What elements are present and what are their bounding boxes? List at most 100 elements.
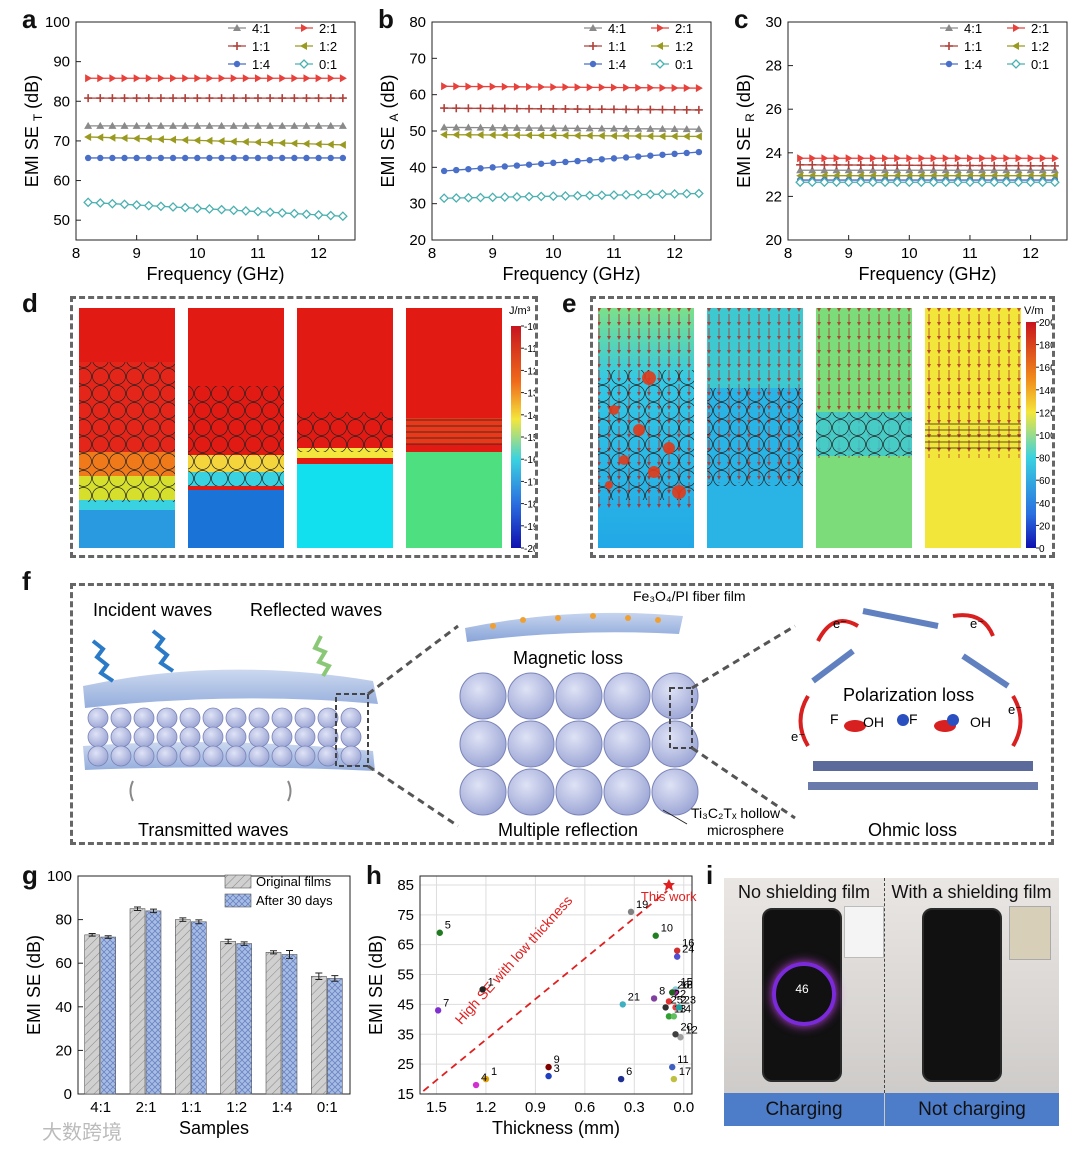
colorbar-e-tick-label: 20 [1039,521,1051,532]
marker-1:1 [217,94,226,103]
y-tick-label: 45 [397,996,414,1013]
marker-4:1 [278,121,287,129]
marker-1:4 [84,154,92,162]
bar-Original films-2:1 [129,908,146,1095]
x-axis-label: Frequency (GHz) [858,264,996,284]
marker-0:1 [253,206,263,217]
series-markers-2:1 [797,154,1059,163]
y-tick-label: 22 [765,188,782,205]
legend-label-4:1: 4:1 [608,21,626,36]
marker-legend-0:1 [299,59,309,69]
series-markers-1:1 [440,104,703,114]
series-markers-1:1 [796,160,1059,170]
hollow-sphere [603,768,651,816]
legend-label-1:2: 1:2 [1031,39,1049,54]
marker-2:1 [918,154,926,163]
colorbar-d-tick-label: -19 [524,522,535,533]
marker-1:1 [549,104,558,113]
hollow-sphere [555,672,603,720]
marker-4:1 [290,121,299,129]
series-line-1:4 [444,151,699,172]
colorbar-e-tick-label: 60 [1039,476,1051,487]
marker-4:1 [229,121,238,129]
point-12 [677,1034,684,1041]
marker-1:1 [597,105,606,114]
y-tick-label: 60 [409,87,426,104]
film-sphere [179,745,201,767]
series-markers-4:1 [440,123,703,133]
series-line-0:1 [444,192,699,199]
marker-1:1 [537,104,546,113]
marker-2:1 [882,154,890,163]
bar-After 30 days-1:1 [191,921,207,1095]
marker-0:1 [633,189,644,200]
y-tick-label: 50 [409,123,426,140]
film-sphere [271,726,293,748]
y-axis-label: EMI SE A (dB) [378,74,401,187]
marker-1:4 [659,151,666,158]
reflected-waves-label: Reflected waves [250,600,382,620]
colorbar-d-tick-label: -15 [524,433,535,444]
marker-1:4 [537,160,545,167]
marker-2:1 [254,74,262,83]
marker-2:1 [1051,154,1059,163]
marker-0:1 [325,210,336,221]
marker-1:4 [242,154,250,162]
x-tick-label: 0.9 [525,1099,546,1116]
y-tick-label: 24 [765,145,782,162]
marker-1:2 [132,134,140,143]
marker-2:1 [465,82,473,91]
marker-1:4 [145,154,152,162]
marker-1:2 [144,134,152,143]
marker-2:1 [550,83,558,92]
marker-1:2 [96,133,104,142]
marker-2:1 [157,74,165,83]
marker-legend-4:1 [589,24,597,31]
marker-1:2 [452,130,460,139]
marker-4:1 [169,121,178,129]
point-9 [545,1063,552,1071]
y-tick-label: 50 [53,212,70,229]
marker-2:1 [647,83,655,92]
marker-0:1 [916,177,927,188]
marker-legend-2:1 [301,24,308,32]
bar-After 30 days-1:4 [281,954,298,1095]
marker-0:1 [977,177,988,188]
electron-label-4: e⁻ [1008,702,1022,717]
marker-2:1 [206,74,214,83]
marker-0:1 [119,199,130,210]
marker-1:2 [120,134,128,143]
phone-right [922,908,1002,1082]
marker-2:1 [489,82,497,91]
marker-0:1 [965,177,975,188]
marker-2:1 [598,83,606,92]
marker-2:1 [966,154,974,163]
x-tick-label: 8 [428,245,436,262]
marker-2:1 [339,74,347,83]
marker-legend-1:1 [589,42,597,50]
series-markers-0:1 [83,197,348,222]
marker-0:1 [337,211,348,222]
film-sphere [317,745,339,767]
marker-0:1 [204,204,215,214]
marker-1:1 [694,105,703,114]
y-tick-label: 60 [55,955,72,972]
film-sphere [156,745,178,767]
marker-1:4 [121,154,128,162]
error-bar [150,908,157,914]
y-tick-label: 25 [397,1056,414,1073]
legend-label-4:1: 4:1 [964,21,982,36]
marker-2:1 [821,154,829,163]
plot-frame [77,875,351,1095]
marker-1:4 [671,150,678,158]
legend-label-0:1: 0:1 [319,57,337,72]
marker-1:1 [241,94,250,103]
point-5 [436,929,443,936]
colorbar-e-tick-label: 200 [1039,318,1052,329]
colorbar-e-tick-label: 100 [1039,431,1052,442]
legend-swatch-1 [224,893,252,908]
marker-2:1 [659,83,667,92]
bar-After 30 days-2:1 [145,910,162,1095]
marker-2:1 [85,74,93,83]
panel-f-frame [70,583,1054,845]
